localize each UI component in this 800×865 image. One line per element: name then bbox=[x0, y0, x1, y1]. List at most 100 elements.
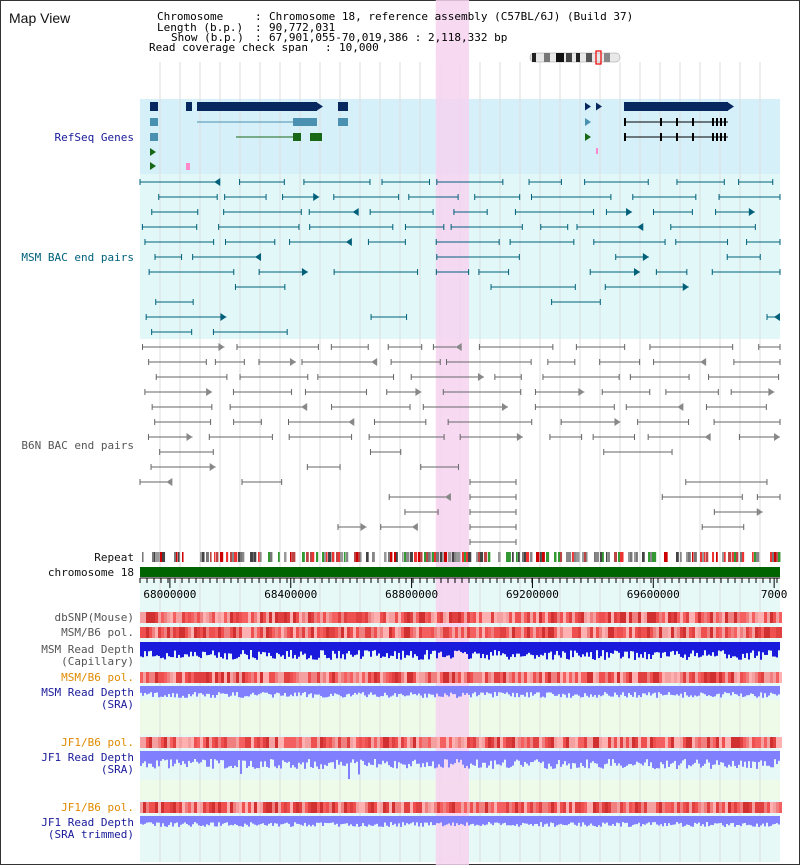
selection-highlight[interactable] bbox=[435, 0, 469, 865]
jf1-depth-sra-bar bbox=[416, 751, 418, 764]
jf1-depth-trimmed-bar bbox=[238, 816, 240, 827]
jf1-depth-sra-bar bbox=[238, 751, 240, 761]
msm-b6-pol-mark bbox=[308, 672, 311, 683]
msm-depth-sra-bar bbox=[306, 686, 308, 698]
msm-bac-track[interactable] bbox=[139, 178, 781, 335]
msm-depth-capillary-bar bbox=[678, 642, 680, 654]
jf1-b6-pol-mark bbox=[563, 737, 566, 748]
polymorphism-tracks[interactable] bbox=[140, 612, 782, 813]
jf1-b6-pol-mark bbox=[614, 802, 617, 813]
dbsnp-mark bbox=[464, 612, 467, 623]
jf1-b6-pol-mark bbox=[350, 802, 353, 813]
chromosome-label: Chromosome bbox=[157, 10, 223, 23]
jf1-depth-sra-bar bbox=[316, 751, 318, 767]
strand-arrow bbox=[585, 133, 591, 141]
jf1-depth-trimmed-bar bbox=[264, 816, 266, 825]
msm-b6-pol-mark bbox=[344, 672, 347, 683]
jf1-depth-trimmed-bar bbox=[390, 816, 392, 823]
jf1-depth-sra-bar bbox=[284, 751, 286, 762]
chromosome-ideogram[interactable] bbox=[529, 50, 621, 65]
msm-depth-capillary-bar bbox=[214, 642, 216, 656]
jf1-b6-pol-mark bbox=[650, 737, 653, 748]
msm-b6-pol-mark bbox=[662, 627, 665, 638]
msm-depth-capillary-bar bbox=[700, 642, 702, 657]
jf1-depth-sra-bar bbox=[576, 751, 578, 768]
length-value: 90,772,031 bbox=[269, 21, 335, 34]
jf1-b6-pol-mark bbox=[428, 802, 431, 813]
msm-depth-capillary-bar bbox=[608, 642, 610, 658]
dbsnp-mark bbox=[548, 612, 551, 623]
msm-depth-capillary-bar bbox=[342, 642, 344, 655]
msm-depth-sra-bar bbox=[248, 686, 250, 697]
jf1-b6-pol-mark bbox=[341, 737, 344, 748]
jf1-depth-sra-bar bbox=[482, 751, 484, 763]
repeat-mark bbox=[614, 552, 617, 562]
dbsnp-mark bbox=[512, 612, 515, 623]
jf1-b6-pol-mark bbox=[326, 802, 329, 813]
jf1-depth-sra-bar bbox=[208, 751, 210, 767]
msm-depth-sra-bar bbox=[452, 686, 454, 695]
msm-depth-capillary-bar bbox=[146, 642, 148, 657]
read-depth-tracks[interactable] bbox=[140, 642, 780, 827]
jf1-b6-pol-mark bbox=[152, 802, 155, 813]
jf1-b6-pol-mark bbox=[242, 802, 245, 813]
msm-depth-capillary-bar bbox=[462, 642, 464, 654]
msm-depth-capillary-bar bbox=[190, 642, 192, 652]
jf1-b6-pol-mark bbox=[686, 802, 689, 813]
msm-b6-pol-mark bbox=[575, 627, 578, 638]
strand-arrow bbox=[637, 223, 644, 231]
jf1-depth-trimmed-bar bbox=[534, 816, 536, 825]
jf1-depth-trimmed-bar bbox=[490, 816, 492, 824]
jf1-depth-sra-bar bbox=[368, 751, 370, 763]
repeat-mark bbox=[688, 552, 691, 562]
repeat-mark bbox=[442, 552, 444, 562]
gene-block bbox=[186, 102, 192, 111]
jf1-depth-sra-bar bbox=[616, 751, 618, 766]
msm-depth-capillary-bar bbox=[616, 642, 618, 652]
msm-b6-pol-mark bbox=[716, 627, 719, 638]
msm-b6-pol-mark bbox=[440, 672, 443, 683]
msm-depth-capillary-bar bbox=[524, 642, 526, 657]
jf1-depth-sra-bar bbox=[620, 751, 622, 766]
refseq-genes-track[interactable] bbox=[150, 102, 734, 170]
msm-depth-sra-bar bbox=[398, 686, 400, 695]
jf1-depth-trimmed-bar bbox=[462, 816, 464, 825]
jf1-b6-pol-mark bbox=[524, 802, 527, 813]
jf1-b6-pol-mark bbox=[224, 737, 227, 748]
msm-depth-capillary-bar bbox=[548, 642, 550, 653]
ideogram-body bbox=[529, 52, 621, 63]
chromosome-bar[interactable] bbox=[140, 567, 780, 577]
msm-b6-pol-mark bbox=[581, 627, 584, 638]
dbsnp-mark bbox=[203, 612, 206, 623]
jf1-depth-sra-bar bbox=[638, 751, 640, 763]
repeat-track[interactable] bbox=[142, 552, 781, 562]
b6n-bac-track[interactable] bbox=[139, 343, 781, 545]
strand-arrow bbox=[313, 193, 320, 201]
jf1-b6-pol-mark bbox=[455, 802, 458, 813]
repeat-mark bbox=[424, 552, 427, 562]
msm-depth-capillary-bar bbox=[470, 642, 472, 659]
jf1-b6-pol-mark bbox=[722, 802, 725, 813]
dbsnp-mark bbox=[377, 612, 380, 623]
msm-b6-pol-mark bbox=[356, 672, 359, 683]
jf1-b6-pol-mark bbox=[632, 802, 635, 813]
msm-depth-sra-bar bbox=[752, 686, 754, 694]
dbsnp-mark bbox=[488, 612, 491, 623]
jf1-b6-pol-mark bbox=[764, 802, 767, 813]
msm-b6-pol-mark bbox=[254, 627, 257, 638]
msm-depth-sra-bar bbox=[544, 686, 546, 698]
msm-depth-capillary-bar bbox=[582, 642, 584, 655]
jf1-b6-pol-mark bbox=[680, 737, 683, 748]
jf1-depth-trimmed-bar bbox=[626, 816, 628, 823]
msm-b6-pol-mark bbox=[269, 627, 272, 638]
msm-b6-pol-mark bbox=[161, 627, 164, 638]
jf1-b6-pol-mark bbox=[191, 737, 194, 748]
dbsnp-mark bbox=[173, 612, 176, 623]
jf1-depth-sra-bar bbox=[352, 751, 354, 760]
jf1-b6-pol-mark bbox=[437, 802, 440, 813]
msm-b6-pol-mark bbox=[443, 627, 446, 638]
jf1-depth-trimmed-bar bbox=[764, 816, 766, 827]
jf1-b6-pol-mark bbox=[632, 737, 635, 748]
jf1-b6-pol-mark bbox=[182, 737, 185, 748]
